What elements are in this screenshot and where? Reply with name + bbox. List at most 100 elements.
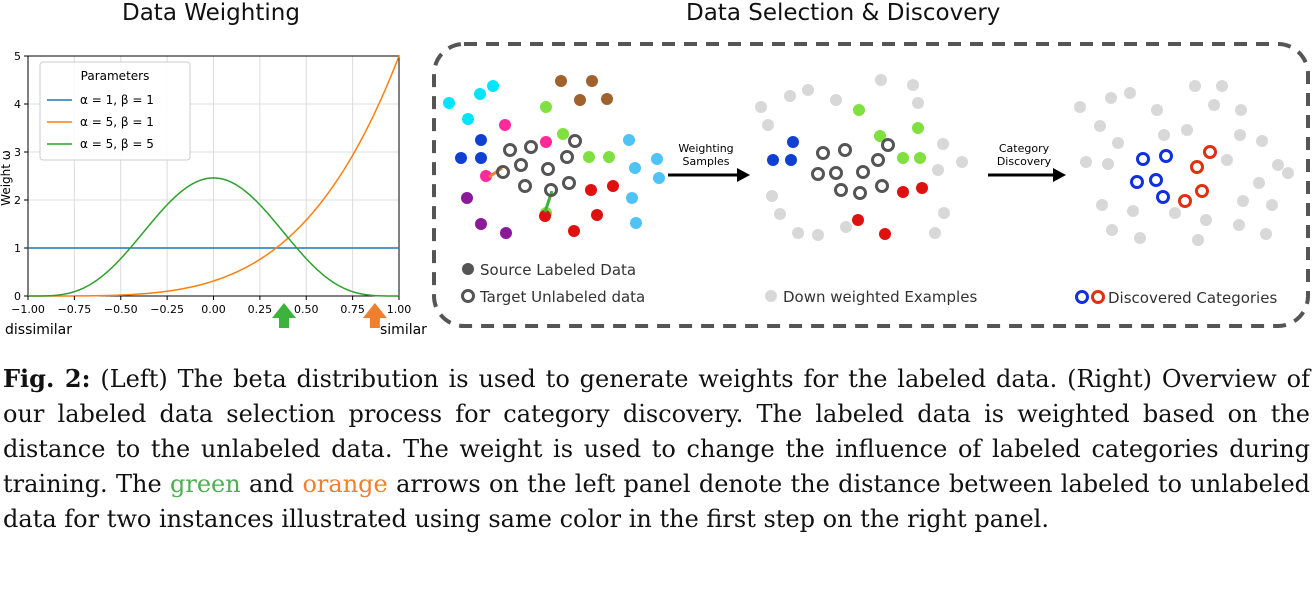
y-tick-label: 0 xyxy=(14,290,21,303)
down-weighted-dot xyxy=(907,79,919,91)
x-tick-label: −0.25 xyxy=(150,303,184,316)
kept-dot-red xyxy=(852,214,864,226)
x-tick-label: 1.00 xyxy=(387,303,412,316)
series-line xyxy=(28,177,399,297)
weighting-label-line1: Weighting xyxy=(678,142,733,155)
down-weighted-dot xyxy=(840,221,852,233)
legend-entry: α = 5, β = 5 xyxy=(80,137,154,151)
background-dot xyxy=(1266,199,1278,211)
background-dot xyxy=(1200,214,1212,226)
target-ring xyxy=(503,143,517,157)
caption-text-1: (Left) The beta distribution is used to … xyxy=(3,365,1310,498)
chart-series xyxy=(28,55,400,297)
distance-arrow xyxy=(271,303,296,328)
discovered-legend-blue-ring xyxy=(1075,290,1089,304)
background-dot xyxy=(1253,177,1265,189)
source-dot-green xyxy=(603,151,615,163)
target-ring xyxy=(496,165,510,179)
source-dot-blue xyxy=(475,152,487,164)
background-dot xyxy=(1151,104,1163,116)
source-dot-red xyxy=(539,210,551,222)
down-weighted-dot xyxy=(929,227,941,239)
discovered-ring-blue xyxy=(1136,152,1150,166)
source-dot-cyan xyxy=(487,80,499,92)
source-dot-lightblue xyxy=(623,134,635,146)
target-ring xyxy=(838,143,852,157)
right-panel-title: Data Selection & Discovery xyxy=(686,0,1001,26)
source-dot-red xyxy=(591,209,603,221)
target-ring xyxy=(853,186,867,200)
background-dot xyxy=(1272,159,1284,171)
source-dot-cyan xyxy=(462,113,474,125)
target-ring xyxy=(811,167,825,181)
background-dot xyxy=(1221,154,1233,166)
background-dot xyxy=(1181,124,1193,136)
caption-orange-word: orange xyxy=(302,470,388,498)
source-dot-purple xyxy=(500,227,512,239)
background-dot xyxy=(1105,92,1117,104)
beta-weight-chart: −1.00 −0.75 −0.50 −0.25 0.00 0.25 0.50 0.75 1.00… xyxy=(0,50,427,338)
source-dot-lightblue xyxy=(630,217,642,229)
discovery-label-line1: Category xyxy=(999,142,1050,155)
x-tick-label: 0.00 xyxy=(201,303,226,316)
down-weighted-dot xyxy=(875,74,887,86)
x-tick-label: 0.25 xyxy=(248,303,273,316)
target-ring xyxy=(514,158,528,172)
source-dot-purple xyxy=(461,192,473,204)
kept-dot-blue xyxy=(787,136,799,148)
source-dot-green xyxy=(557,128,569,140)
series-line xyxy=(28,55,400,297)
similar-label: similar xyxy=(380,322,427,338)
target-ring xyxy=(881,138,895,152)
down-weighted-dot xyxy=(812,229,824,241)
discovered-legend-label: Discovered Categories xyxy=(1108,289,1277,307)
y-tick-label: 2 xyxy=(14,194,21,207)
source-dot-blue xyxy=(475,134,487,146)
background-dot xyxy=(1080,156,1092,168)
x-tick-label: −0.75 xyxy=(58,303,92,316)
background-dot xyxy=(1106,224,1118,236)
legend-box xyxy=(39,61,191,161)
background-dot xyxy=(1124,87,1136,99)
chart-legend: Parameters α = 1, β = 1 α = 5, β = 1 α = 5… xyxy=(39,61,191,161)
background-dot xyxy=(1235,104,1247,116)
discovered-ring-red xyxy=(1203,145,1217,159)
discovered-ring-blue xyxy=(1159,149,1173,163)
weighting-arrowhead xyxy=(737,168,750,182)
figure: −1.00 −0.75 −0.50 −0.25 0.00 0.25 0.50 0.75 1.00… xyxy=(0,42,1310,338)
kept-dot-green xyxy=(874,130,886,142)
down-weighted-dot xyxy=(784,90,796,102)
background-dot xyxy=(1237,195,1249,207)
y-tick-label: 5 xyxy=(14,50,21,63)
distance-arrows xyxy=(271,303,387,328)
background-dot xyxy=(1234,129,1246,141)
legend-title: Parameters xyxy=(81,69,150,83)
discovery-label-line2: Discovery xyxy=(997,155,1052,168)
x-tick-label: −0.50 xyxy=(104,303,138,316)
target-ring xyxy=(568,134,582,148)
down-weighted-dot xyxy=(938,207,950,219)
x-tick-label: −1.00 xyxy=(11,303,45,316)
caption-text-2: arrows on the left panel denote the dist… xyxy=(3,470,1311,533)
legend-entry: α = 1, β = 1 xyxy=(80,93,154,107)
background-dot xyxy=(1127,205,1139,217)
weighting-label-line2: Samples xyxy=(683,155,730,168)
caption-label: Fig. 2: xyxy=(3,364,91,393)
target-ring xyxy=(834,183,848,197)
left-panel-title: Data Weighting xyxy=(122,0,300,26)
x-tick-label: 0.75 xyxy=(340,303,365,316)
x-tick-label: 0.50 xyxy=(294,303,319,316)
background-dot xyxy=(1096,199,1108,211)
background-dot xyxy=(1169,207,1181,219)
figure-caption: Fig. 2: (Left) The beta distribution is … xyxy=(3,361,1310,537)
source-dot-cyan xyxy=(443,97,455,109)
down-weighted-dot xyxy=(932,164,944,176)
kept-dot-blue xyxy=(767,154,779,166)
y-axis-label: Weight ω xyxy=(0,150,13,206)
background-dot xyxy=(1260,228,1272,240)
target-ring xyxy=(518,179,532,193)
y-tick-label: 3 xyxy=(14,146,21,159)
down-weighted-dot xyxy=(766,190,778,202)
background-dot xyxy=(1094,120,1106,132)
source-dot-red xyxy=(585,184,597,196)
